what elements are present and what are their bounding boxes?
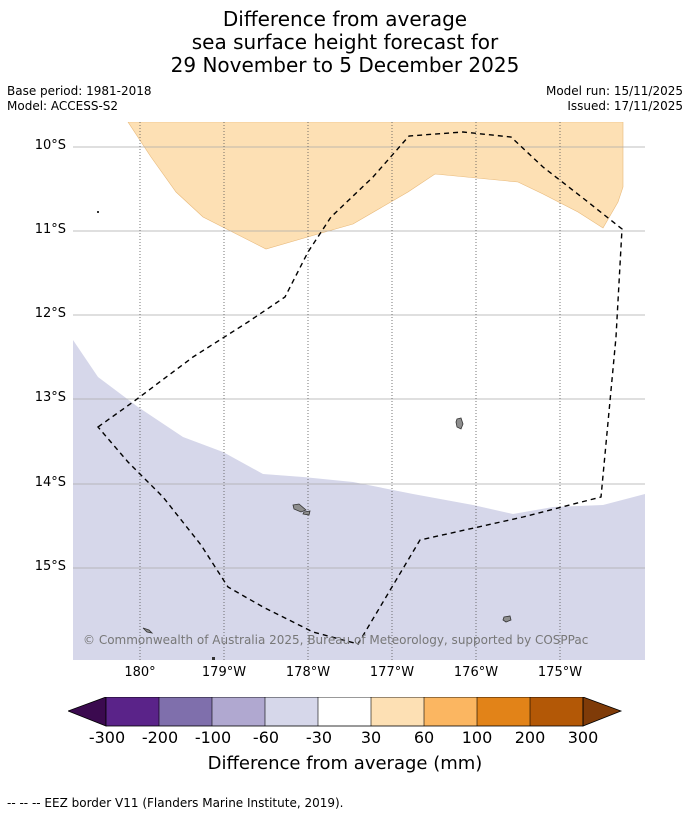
colorbar-svg	[66, 696, 623, 727]
lon-label-175w: 175°W	[537, 665, 583, 680]
colorbar-tick-3: -100	[194, 728, 232, 747]
colorbar-outline	[105, 696, 584, 727]
lat-label-14s: 14°S	[34, 475, 66, 490]
island-southwest	[142, 627, 154, 634]
lon-label-176w: 176°W	[453, 665, 499, 680]
colorbar-segment-5	[318, 697, 371, 726]
island-west-2	[302, 510, 311, 516]
colorbar-tick-7: 60	[413, 728, 435, 747]
meta-right: Model run: 15/11/2025 Issued: 17/11/2025	[546, 84, 683, 114]
title-line-2: sea surface height forecast for	[191, 30, 499, 54]
lat-label-10s: 10°S	[34, 138, 66, 153]
positive-anomaly-region	[127, 122, 624, 250]
island-dot	[97, 211, 99, 213]
colorbar-title: Difference from average (mm)	[207, 753, 483, 774]
model-run: Model run: 15/11/2025	[545, 84, 683, 98]
island-east	[455, 417, 464, 430]
title-line-1: Difference from average	[222, 7, 468, 31]
colorbar-tick-2: -200	[141, 728, 179, 747]
colorbar-segment-9	[530, 697, 583, 726]
colorbar-segment-7	[424, 697, 477, 726]
eez-footnote: -- -- -- EEZ border V11 (Flanders Marine…	[7, 796, 344, 810]
colorbar-tick-1: -300	[88, 728, 126, 747]
colorbar-segment-6	[371, 697, 424, 726]
island-west-1	[292, 503, 307, 513]
colorbar-segment-4	[265, 697, 318, 726]
colorbar-tick-8: 100	[461, 728, 493, 747]
issued-date: Issued: 17/11/2025	[567, 99, 683, 113]
lat-label-15s: 15°S	[34, 559, 66, 574]
colorbar-over-triangle	[582, 696, 623, 727]
colorbar-dividers	[158, 697, 531, 726]
chart-title: Difference from average sea surface heig…	[0, 8, 690, 77]
colorbar-segment-1	[106, 697, 159, 726]
map-svg	[73, 122, 645, 660]
base-period: Base period: 1981-2018	[7, 84, 152, 98]
colorbar	[66, 696, 623, 731]
colorbar-segment-3	[212, 697, 265, 726]
colorbar-tick-4: -60	[252, 728, 280, 747]
colorbar-under-triangle	[66, 696, 107, 727]
map-panel	[73, 122, 645, 660]
lat-gridlines	[73, 146, 645, 569]
island-south	[502, 615, 512, 623]
lat-label-13s: 13°S	[34, 390, 66, 405]
lat-label-12s: 12°S	[34, 306, 66, 321]
colorbar-tick-5: -30	[305, 728, 333, 747]
eez-border	[96, 131, 623, 645]
colorbar-segment-2	[159, 697, 212, 726]
colorbar-tick-6: 30	[360, 728, 382, 747]
colorbar-segment-8	[477, 697, 530, 726]
island-dot-bottom	[212, 657, 215, 660]
lon-label-177w: 177°W	[369, 665, 415, 680]
colorbar-tick-10: 300	[567, 728, 599, 747]
colorbar-tick-9: 200	[514, 728, 546, 747]
lon-label-180: 180°	[124, 665, 156, 680]
negative-anomaly-region	[73, 340, 645, 660]
title-line-3: 29 November to 5 December 2025	[170, 53, 520, 77]
meta-left: Base period: 1981-2018 Model: ACCESS-S2	[7, 84, 152, 114]
lat-label-11s: 11°S	[34, 222, 66, 237]
lon-label-178w: 178°W	[285, 665, 331, 680]
lon-label-179w: 179°W	[201, 665, 247, 680]
copyright-text: © Commonwealth of Australia 2025, Bureau…	[83, 633, 589, 647]
model-name: Model: ACCESS-S2	[7, 99, 119, 113]
